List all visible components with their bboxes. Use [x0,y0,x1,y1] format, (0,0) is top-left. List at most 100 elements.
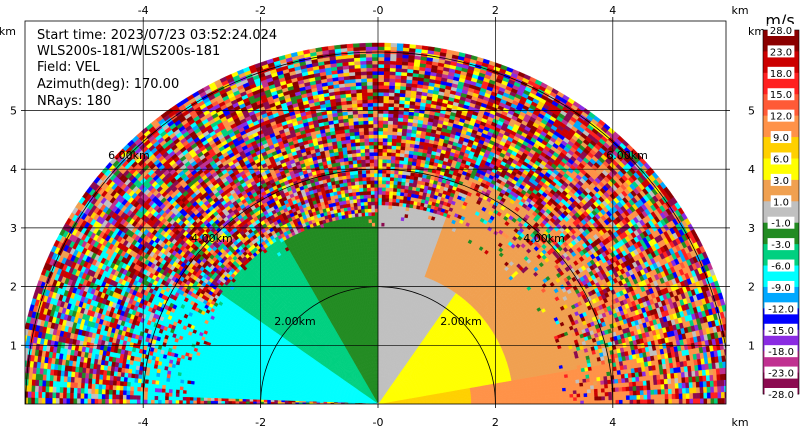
velocity-gate [569,384,573,388]
velocity-gate [577,390,581,394]
velocity-gate [591,389,595,393]
velocity-gate [510,397,514,400]
velocity-gate [728,379,732,385]
velocity-gate [723,367,727,373]
velocity-gate [538,401,542,404]
velocity-gate [725,398,729,404]
velocity-gate [706,375,710,381]
velocity-gate [570,397,574,401]
velocity-gate [499,398,503,400]
velocity-gate [689,388,693,394]
velocity-gate [548,389,552,392]
velocity-gate [569,380,573,384]
velocity-gate [586,382,590,386]
velocity-gate [623,395,627,399]
velocity-gate [726,361,730,368]
velocity-gate [672,394,676,399]
velocity-gate [644,395,648,400]
velocity-gate [683,399,687,404]
velocity-gate [597,385,601,389]
velocity-gate [671,378,675,383]
velocity-gate [675,388,679,393]
velocity-gate [676,399,680,404]
velocity-gate [704,393,708,399]
velocity-gate [650,380,654,385]
velocity-gate [635,377,639,382]
velocity-gate [650,375,654,380]
velocity-gate [531,401,535,404]
velocity-gate [734,366,738,373]
velocity-gate [496,400,500,402]
velocity-gate [528,401,532,404]
velocity-gate [538,393,542,396]
velocity-gate [700,398,704,404]
velocity-gate [730,367,734,374]
velocity-gate [657,379,661,384]
velocity-gate [668,394,672,399]
velocity-gate [607,380,611,384]
velocity-gate [734,373,738,380]
velocity-gate [602,396,606,400]
velocity-gate [637,399,641,404]
velocity-gate [489,400,493,402]
velocity-gate [559,401,563,404]
velocity-gate [710,381,714,387]
velocity-gate [615,387,619,391]
velocity-gate [682,388,686,394]
velocity-gate [562,388,566,392]
velocity-gate [626,395,630,400]
velocity-gate [721,392,725,398]
velocity-gate [587,393,591,397]
velocity-gate [584,389,588,393]
velocity-gate [633,386,637,391]
velocity-gate [622,391,626,396]
velocity-gate [598,388,602,392]
velocity-gate [584,393,588,397]
velocity-gate [545,401,549,404]
velocity-gate [697,393,701,399]
velocity-gate [686,388,690,394]
velocity-gate [514,399,518,402]
velocity-gate [619,400,623,404]
velocity-gate [658,389,662,394]
velocity-gate [625,382,629,387]
velocity-gate [632,381,636,386]
velocity-gate [541,389,545,392]
velocity-gate [639,376,643,381]
velocity-gate [664,384,668,389]
velocity-gate [647,385,651,390]
velocity-gate [538,390,542,393]
velocity-gate [534,390,538,393]
velocity-gate [653,380,657,385]
velocity-gate [562,384,566,388]
velocity-gate [735,385,739,391]
velocity-gate [636,381,640,386]
velocity-gate [524,396,528,399]
velocity-gate [573,401,577,405]
velocity-gate [707,387,711,393]
velocity-gate [728,398,732,404]
velocity-gate [643,376,647,381]
velocity-gate [605,396,609,400]
velocity-gate [630,391,634,396]
velocity-gate [626,386,630,391]
velocity-gate [520,394,524,397]
velocity-gate [524,394,528,397]
velocity-gate [732,385,736,391]
velocity-gate [718,398,722,404]
velocity-gate [646,380,650,385]
velocity-gate [615,391,619,395]
velocity-gate [535,401,539,404]
velocity-gate [583,382,587,386]
velocity-gate [570,401,574,404]
velocity-gate [626,400,630,404]
velocity-gate [602,400,606,404]
velocity-gate [621,374,625,379]
velocity-gate [552,389,556,392]
velocity-gate [531,393,535,396]
velocity-gate [735,398,739,404]
velocity-gate [693,398,697,404]
velocity-gate [664,379,668,384]
velocity-gate [503,400,507,402]
velocity-gate [583,379,587,383]
